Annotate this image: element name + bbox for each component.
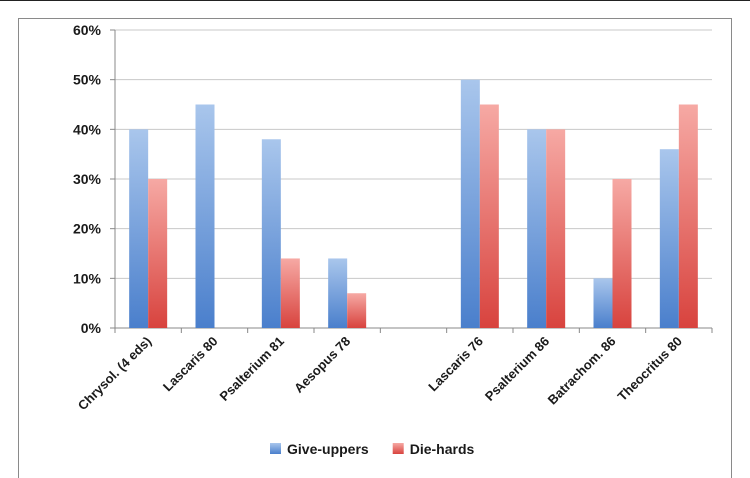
y-tick-label: 20% [73,221,102,237]
x-category-label: Psalterium 86 [482,334,552,404]
y-tick-label: 10% [73,270,102,286]
legend-label: Give-uppers [287,441,369,457]
y-tick-label: 0% [81,320,102,336]
chart-frame [18,18,732,478]
bar-give-uppers [460,79,480,329]
y-tick-label: 40% [73,121,102,137]
bar-die-hards [347,293,367,328]
x-category-label: Batrachom. 86 [545,334,619,408]
bar-die-hards [479,104,499,328]
bars [129,79,698,329]
bar-chart: 0%10%20%30%40%50%60%Chrysol. (4 eds) Lasc… [73,22,713,457]
legend-swatch [392,443,404,454]
bar-die-hards [148,179,168,328]
x-category-label: Psalterium 81 [217,334,287,404]
bar-give-uppers [659,149,679,328]
y-tick-label: 50% [73,72,102,88]
bar-give-uppers [129,129,149,328]
bar-die-hards [546,129,566,328]
x-category-label: Aesopus 78 [291,334,353,396]
legend-label: Die-hards [410,441,475,457]
x-category-label: Theocritus 80 [615,334,685,404]
y-tick-label: 60% [73,22,102,38]
bar-die-hards [280,258,300,328]
bar-give-uppers [328,258,348,328]
bar-die-hards [612,179,632,328]
legend: Give-uppers Die-hards [270,441,474,457]
x-category-label: Chrysol. (4 eds) [75,334,155,414]
bar-give-uppers [261,139,281,328]
bar-give-uppers [195,104,215,328]
bar-die-hards [678,104,698,328]
top-rule [0,0,750,1]
legend-swatch [270,443,281,454]
x-category-label: Lascaris 80 [160,334,221,395]
y-tick-label: 30% [73,171,102,187]
x-category-label: Lascaris 76 [425,334,486,395]
bar-give-uppers [593,278,613,328]
bar-give-uppers [527,129,547,328]
